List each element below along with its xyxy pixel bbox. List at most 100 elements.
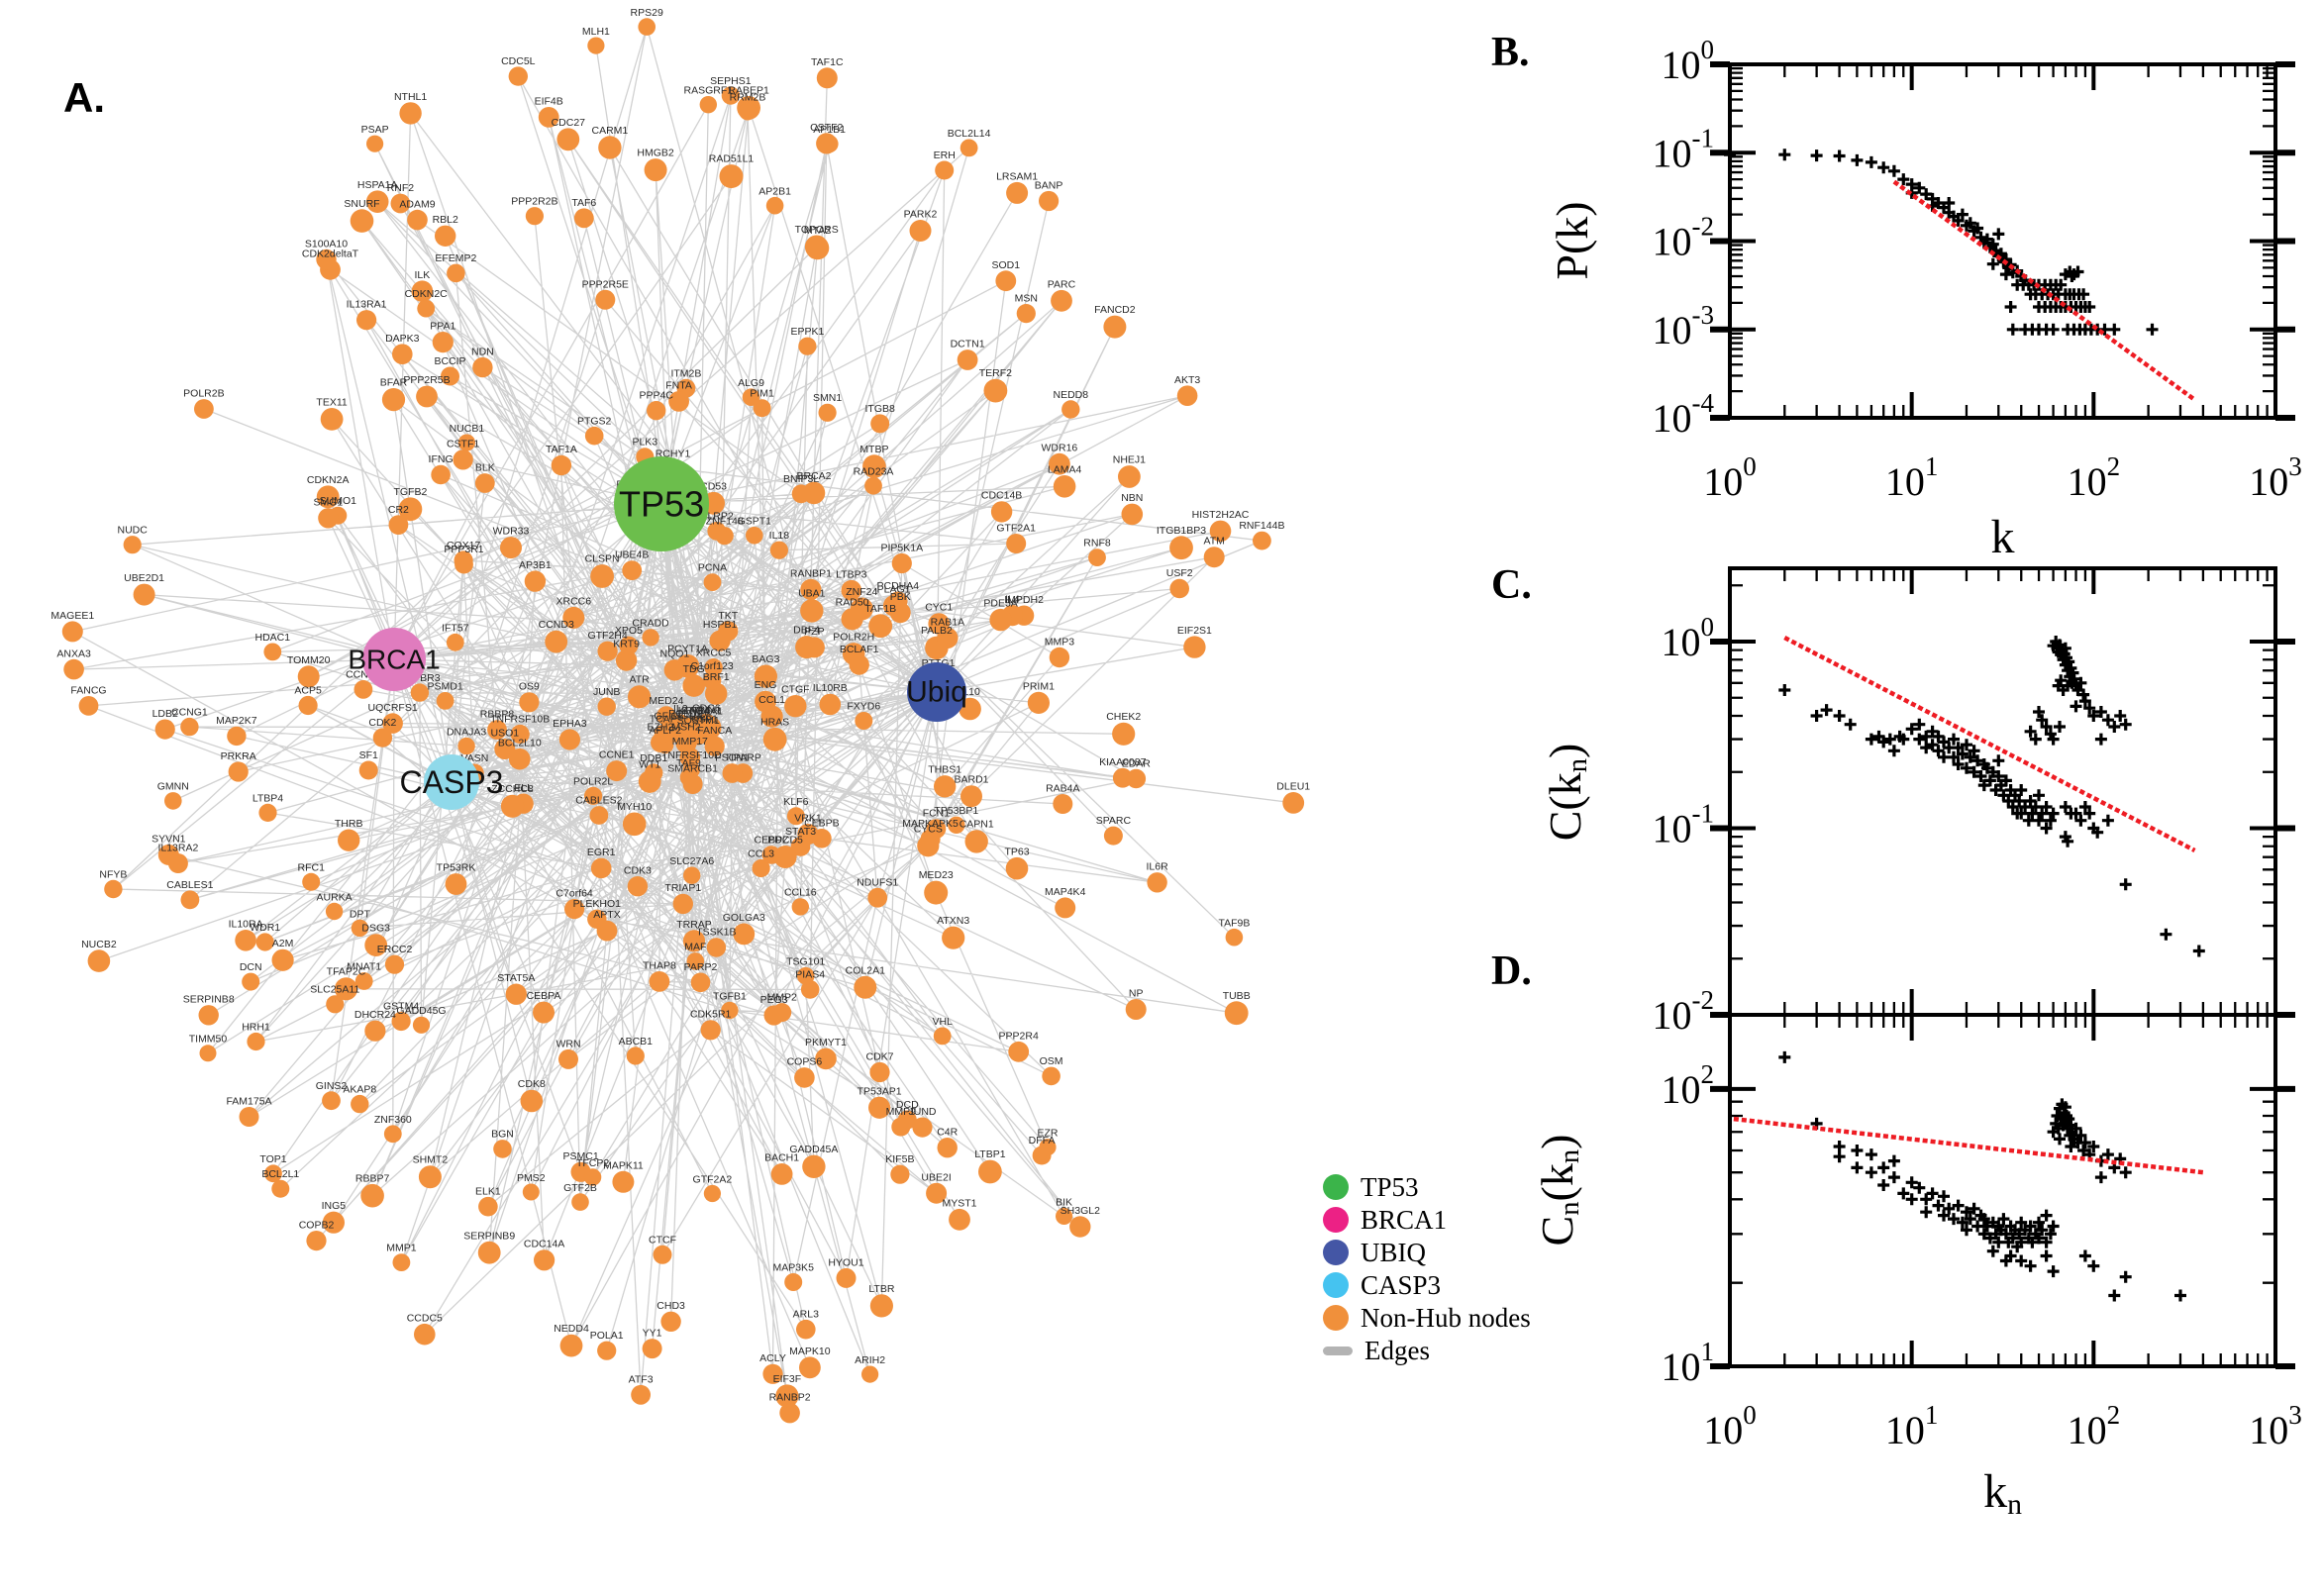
- gene-node: [316, 485, 340, 509]
- legend-item-brca1: BRCA1: [1323, 1205, 1531, 1235]
- gene-node-label: MMP1: [386, 1243, 416, 1254]
- gene-node-label: XRCC5: [696, 648, 732, 659]
- gene-node: [457, 434, 475, 451]
- gene-node: [804, 235, 829, 259]
- gene-node-label: EIF2S1: [1177, 625, 1212, 637]
- gene-node: [545, 630, 568, 653]
- gene-node: [707, 522, 727, 541]
- gene-node: [297, 665, 320, 688]
- gene-node: [686, 952, 705, 970]
- gene-node-label: OSM: [1040, 1055, 1063, 1067]
- gene-node: [622, 812, 647, 837]
- gene-node: [372, 728, 393, 748]
- gene-node-label: CEBPZ: [754, 835, 789, 847]
- gene-node-label: MMP9: [886, 1106, 916, 1118]
- gene-node-label: CCNG1: [171, 706, 208, 718]
- gene-node-label: CEBPB: [804, 818, 840, 830]
- axis-major-ticks: [1728, 568, 2277, 1017]
- hub-node-casp3: [424, 754, 479, 810]
- axis-tick-labels: 100 10-1 10-2: [1653, 612, 1715, 1038]
- gene-node-label: ANXA3: [56, 648, 91, 659]
- gene-node: [587, 37, 605, 54]
- gene-node-label: CSTF2: [810, 122, 843, 134]
- gene-node: [1039, 190, 1060, 212]
- gene-node: [435, 225, 456, 247]
- gene-node-label: ATXN3: [937, 915, 969, 927]
- gene-node-label: EPHA3: [553, 718, 587, 730]
- gene-node-label: EIF3F: [773, 1373, 802, 1385]
- gene-node-label: MSN: [1015, 293, 1038, 305]
- gene-node: [773, 846, 797, 868]
- gene-node: [320, 408, 344, 431]
- gene-node: [322, 1211, 345, 1234]
- gene-node: [322, 1091, 341, 1111]
- legend-label: Edges: [1364, 1335, 1430, 1365]
- gene-node: [410, 683, 430, 702]
- gene-node: [909, 220, 932, 242]
- gene-node-label: BAG3: [752, 653, 779, 665]
- gene-node-label: BNIP3L: [783, 473, 819, 485]
- gene-node-label: RAD23A: [854, 465, 894, 477]
- gene-node-label: CDK2deltaT: [302, 248, 359, 259]
- gene-node-label: DNAJA3: [447, 726, 486, 738]
- gene-node-label: PIM1: [750, 388, 774, 400]
- gene-node-label: NEDD8: [1054, 389, 1089, 401]
- axis-tick-labels: 100 10-1 10-2 10-3 10-4 100 101 102 103: [1653, 35, 2302, 504]
- gene-node-label: TOMM20: [287, 654, 331, 666]
- gene-node-label: CTGF: [781, 684, 810, 696]
- gene-node: [775, 1384, 799, 1408]
- gene-node-label: PSMC1: [563, 1150, 599, 1162]
- gene-node-label: FCN1: [923, 808, 951, 820]
- gene-node: [819, 693, 842, 716]
- gene-node: [841, 579, 862, 601]
- gene-node-label: SERPINB8: [183, 994, 235, 1006]
- gene-node-label: PPP3R1: [444, 544, 483, 555]
- gene-node: [558, 729, 581, 750]
- gene-node: [1126, 768, 1147, 789]
- gene-node-label: ARL3: [793, 1308, 819, 1320]
- gene-node-label: CDKN2C: [405, 288, 449, 300]
- gene-node-label: RBBP8: [480, 709, 515, 721]
- gene-node-label: TGFB1: [713, 990, 747, 1002]
- gene-node: [1056, 1207, 1073, 1225]
- gene-node-label: WDR1: [250, 922, 280, 934]
- gene-node-label: ING5: [322, 1200, 347, 1212]
- gene-node-label: C4R: [937, 1127, 958, 1139]
- gene-node: [891, 552, 912, 574]
- gene-node: [417, 299, 436, 318]
- gene-node-label: MAGEE1: [50, 610, 94, 622]
- axis-outer-ticks: [1710, 639, 2295, 1018]
- gene-node-label: ITGB1BP3: [1157, 525, 1206, 537]
- gene-node: [123, 536, 142, 554]
- gene-node-label: IL13RA1: [347, 299, 387, 311]
- gene-node: [390, 193, 411, 214]
- gene-node-label: AP2B1: [758, 185, 791, 197]
- gene-node-label: IFT57: [442, 622, 469, 634]
- gene-node-label: RABEP1: [728, 85, 769, 97]
- gene-node: [849, 654, 869, 675]
- gene-node: [739, 102, 757, 121]
- node-swatch: [1323, 1272, 1349, 1298]
- gene-node-label: HIST2H2AC: [1192, 509, 1250, 521]
- gene-node: [765, 196, 784, 215]
- gene-node: [1118, 465, 1141, 488]
- gene-node-label: BCL2L10: [498, 737, 542, 748]
- hub-label-tp53: TP53: [619, 484, 704, 525]
- gene-node-label: CAPN1: [960, 819, 994, 831]
- gene-node: [653, 1245, 672, 1264]
- gene-node: [1203, 547, 1225, 568]
- gene-node-label: CDK8: [518, 1078, 546, 1090]
- gene-node-label: ELK1: [475, 1185, 501, 1197]
- gene-node: [365, 190, 389, 213]
- protein-interaction-network: APTX POLR2B POLR2H POLR2L ZNF24 C7orf64 CSTF1 C…: [50, 7, 1310, 1424]
- gene-node: [457, 737, 475, 755]
- axis-outer-ticks: [1710, 1085, 2295, 1369]
- gene-node: [983, 378, 1008, 403]
- x-tick-label: 101: [1885, 451, 1939, 504]
- gene-node-label: MYH10: [617, 801, 652, 813]
- gene-node: [1147, 872, 1167, 893]
- y-tick-label: 10-2: [1653, 212, 1715, 264]
- gene-node-label: AP1B1: [813, 124, 846, 136]
- gene-node: [682, 774, 703, 794]
- gene-node-label: THBS1: [928, 764, 961, 776]
